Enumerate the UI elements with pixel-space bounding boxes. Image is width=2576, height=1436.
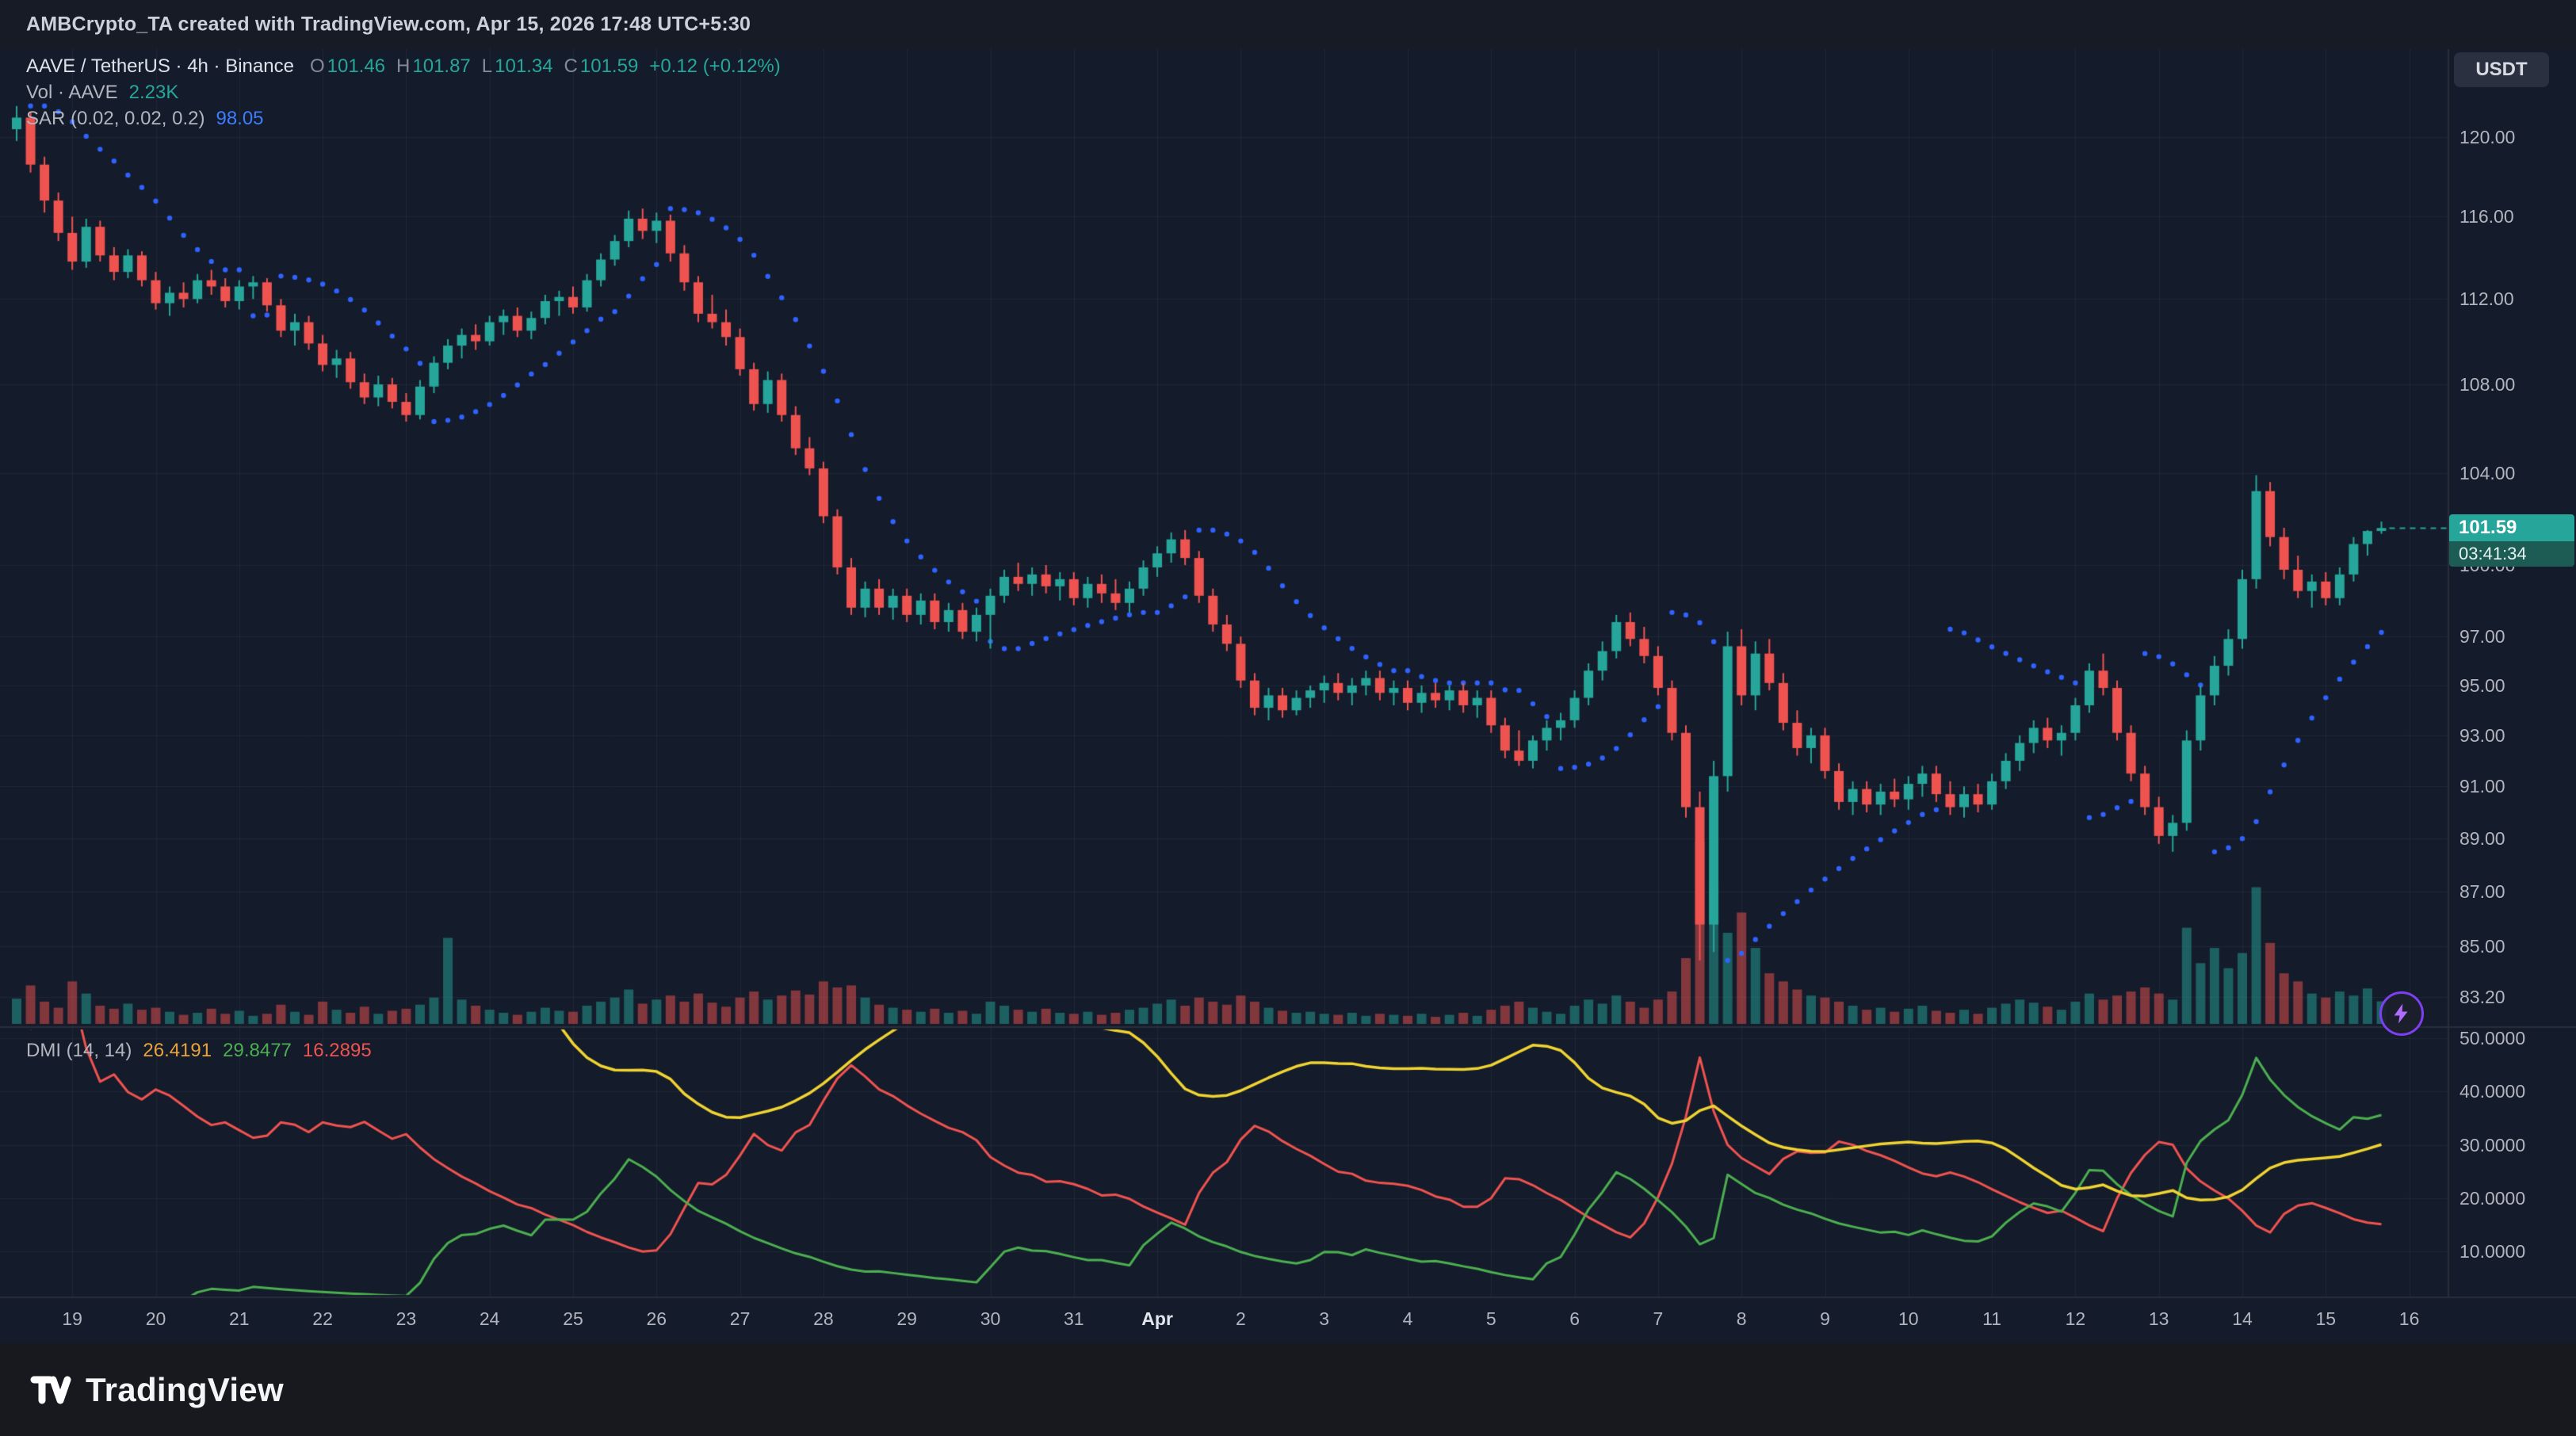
dmi-axis-label: 20.0000 — [2459, 1187, 2526, 1209]
time-axis-label: 3 — [1319, 1308, 1330, 1329]
time-axis-label: 23 — [396, 1308, 417, 1329]
price-axis-label: 95.00 — [2459, 674, 2505, 696]
time-axis-label: 29 — [896, 1308, 917, 1329]
dmi-label: DMI (14, 14) — [26, 1040, 132, 1061]
price-axis-label: 89.00 — [2459, 828, 2505, 850]
price-axis-label: 116.00 — [2459, 206, 2514, 227]
time-axis-label: 25 — [563, 1308, 583, 1329]
dmi-adx-value: 26.4191 — [143, 1040, 212, 1061]
attribution-text: AMBCrypto_TA created with TradingView.co… — [26, 13, 751, 36]
time-axis-label: 31 — [1064, 1308, 1084, 1329]
time-axis-label: 30 — [980, 1308, 1001, 1329]
time-axis-label: 11 — [1982, 1308, 2002, 1329]
time-axis-label: 9 — [1820, 1308, 1830, 1329]
time-axis-label: 6 — [1569, 1308, 1580, 1329]
time-axis-label: 19 — [62, 1308, 82, 1329]
tradingview-logo-icon — [30, 1376, 71, 1404]
dmi-axis-label: 10.0000 — [2459, 1241, 2526, 1262]
high-label: H — [396, 55, 411, 77]
time-axis-label: 4 — [1402, 1308, 1413, 1329]
close-label: C — [564, 55, 578, 77]
close-value: 101.59 — [579, 55, 639, 77]
price-axis-label: 83.20 — [2459, 986, 2505, 1007]
ohlc-close: C 101.59 — [564, 55, 639, 78]
ohlc-open: O 101.46 — [310, 55, 385, 78]
currency-toggle-button[interactable]: USDT — [2454, 52, 2549, 87]
dmi-plus-di-value: 29.8477 — [223, 1040, 292, 1061]
price-axis[interactable]: 120.00116.00112.00108.00104.00100.0097.0… — [2448, 0, 2576, 1343]
tradingview-footer[interactable]: TradingView — [0, 1343, 2576, 1436]
low-label: L — [481, 55, 493, 77]
price-axis-label: 93.00 — [2459, 724, 2505, 746]
time-axis-label: 8 — [1736, 1308, 1747, 1329]
time-axis-label: 5 — [1485, 1308, 1496, 1329]
symbol-title: AAVE / TetherUS · 4h · Binance — [26, 55, 294, 77]
dmi-minus-di-value: 16.2895 — [302, 1040, 372, 1061]
volume-legend-row[interactable]: Vol · AAVE 2.23K — [26, 82, 781, 108]
last-price-value: 101.59 — [2449, 514, 2574, 542]
lightning-icon — [2394, 1003, 2408, 1024]
time-axis-label: 26 — [646, 1308, 667, 1329]
time-axis-label: 12 — [2065, 1308, 2086, 1329]
time-axis-label: 22 — [312, 1308, 333, 1329]
time-axis-label: 27 — [729, 1308, 751, 1329]
price-axis-label: 87.00 — [2459, 881, 2505, 903]
chart-legend: AAVE / TetherUS · 4h · Binance O 101.46 H… — [26, 55, 781, 134]
symbol-legend-row[interactable]: AAVE / TetherUS · 4h · Binance O 101.46 H… — [26, 55, 781, 82]
sar-legend-row[interactable]: SAR (0.02, 0.02, 0.2) 98.05 — [26, 108, 781, 134]
open-value: 101.46 — [327, 55, 386, 77]
time-axis-label: 7 — [1653, 1308, 1664, 1329]
ohlc-high: H 101.87 — [396, 55, 471, 78]
time-axis-label: 15 — [2315, 1308, 2337, 1329]
low-value: 101.34 — [495, 55, 553, 77]
tradingview-brand-text: TradingView — [86, 1370, 284, 1408]
dmi-legend-row[interactable]: DMI (14, 14) 26.4191 29.8477 16.2895 — [26, 1040, 372, 1066]
time-axis-label: 2 — [1235, 1308, 1246, 1329]
price-axis-label: 108.00 — [2459, 374, 2516, 395]
sar-label: SAR (0.02, 0.02, 0.2) — [26, 108, 205, 129]
price-axis-label: 85.00 — [2459, 936, 2505, 957]
time-axis-label: 14 — [2232, 1308, 2253, 1329]
volume-label: Vol · AAVE — [26, 82, 118, 103]
ohlc-low: L 101.34 — [482, 55, 553, 78]
time-axis-label: 13 — [2148, 1308, 2169, 1329]
last-price-badge: 101.59 03:41:34 — [2449, 514, 2574, 567]
change-value: +0.12 (+0.12%) — [649, 55, 781, 77]
attribution-bar: AMBCrypto_TA created with TradingView.co… — [0, 0, 2576, 49]
price-axis-label: 97.00 — [2459, 626, 2505, 647]
time-axis-label: 20 — [145, 1308, 166, 1329]
price-axis-label: 112.00 — [2459, 288, 2514, 310]
price-axis-label: 104.00 — [2459, 462, 2516, 483]
open-label: O — [309, 55, 325, 77]
time-axis-label: 21 — [229, 1308, 250, 1329]
bar-countdown: 03:41:34 — [2449, 541, 2574, 567]
sar-value: 98.05 — [216, 108, 264, 129]
time-axis-label: 10 — [1898, 1308, 1919, 1329]
dmi-axis-label: 40.0000 — [2459, 1081, 2526, 1102]
time-axis-label: 28 — [813, 1308, 834, 1329]
volume-value: 2.23K — [128, 82, 179, 103]
time-axis-label: 24 — [479, 1308, 500, 1329]
time-axis-label: Apr — [1141, 1308, 1173, 1329]
price-axis-label: 120.00 — [2459, 126, 2516, 147]
price-axis-label: 91.00 — [2459, 776, 2505, 797]
time-axis-label: 16 — [2398, 1308, 2420, 1329]
high-value: 101.87 — [412, 55, 471, 77]
dmi-axis-label: 50.0000 — [2459, 1028, 2526, 1048]
time-axis[interactable]: 19 20 21 22 23 24 25 26 27 28 29 30 31 Apr 2 3 4 5 6 7 8 9 10 1… — [0, 1297, 2448, 1343]
dmi-axis-label: 30.0000 — [2459, 1134, 2526, 1155]
boost-button[interactable] — [2379, 991, 2424, 1036]
